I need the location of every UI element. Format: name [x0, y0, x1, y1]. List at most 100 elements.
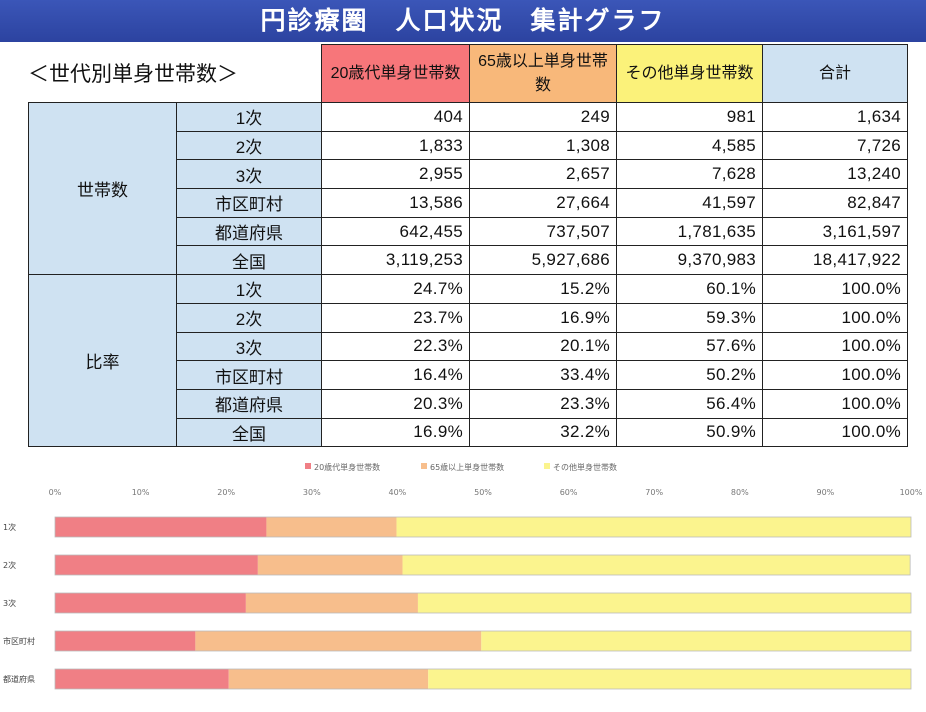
table-cell: 56.4%	[616, 388, 763, 419]
table-cell: 57.6%	[616, 331, 763, 362]
category-label: 市区町村	[3, 636, 35, 646]
legend-swatch	[544, 463, 550, 469]
table-cell: 16.4%	[321, 360, 470, 390]
legend-swatch	[421, 463, 427, 469]
bar-segment	[55, 555, 258, 575]
table-cell: 100.0%	[762, 302, 908, 333]
table-cell: 27,664	[469, 188, 617, 218]
bar-outline	[54, 554, 911, 576]
table-cell: 50.2%	[616, 360, 763, 390]
row-label: 2次	[176, 130, 322, 161]
table-cell: 22.3%	[321, 331, 470, 362]
row-label: 市区町村	[176, 360, 322, 390]
table-cell: 16.9%	[321, 417, 470, 448]
legend-swatch	[305, 463, 311, 469]
table-cell: 1,634	[762, 102, 908, 132]
legend-label: 20歳代単身世帯数	[314, 462, 380, 472]
table-cell: 20.3%	[321, 388, 470, 419]
x-tick-label: 0%	[49, 488, 62, 497]
x-tick-label: 70%	[645, 488, 663, 497]
bar-segment	[396, 517, 911, 537]
table-cell: 981	[616, 102, 763, 132]
bar-segment	[266, 517, 397, 537]
table-cell: 3,119,253	[321, 245, 470, 276]
bar-segment	[195, 631, 482, 651]
table-cell: 24.7%	[321, 274, 470, 304]
bar-segment	[428, 669, 911, 689]
table-cell: 33.4%	[469, 360, 617, 390]
x-tick-label: 60%	[560, 488, 578, 497]
table-cell: 13,586	[321, 188, 470, 218]
table-cell: 4,585	[616, 130, 763, 161]
table-cell: 7,726	[762, 130, 908, 161]
legend-label: 65歳以上単身世帯数	[430, 462, 504, 472]
bar-segment	[417, 593, 911, 613]
table-cell: 32.2%	[469, 417, 617, 448]
table-cell: 13,240	[762, 159, 908, 190]
table-cell: 1,781,635	[616, 216, 763, 247]
bar-outline	[54, 516, 912, 538]
category-label: 2次	[3, 560, 16, 570]
bar-segment	[257, 555, 403, 575]
table-cell: 249	[469, 102, 617, 132]
table-cell: 16.9%	[469, 302, 617, 333]
x-tick-label: 50%	[474, 488, 492, 497]
x-tick-label: 20%	[217, 488, 235, 497]
group-label: 世帯数	[28, 101, 177, 276]
table-cell: 9,370,983	[616, 245, 763, 276]
table-cell: 1,308	[469, 130, 617, 161]
table-row: 全国 16.9% 32.2% 50.9% 100.0%	[29, 417, 908, 448]
bar-outline	[54, 592, 912, 614]
row-label: 都道府県	[176, 216, 322, 247]
bar-segment	[55, 631, 196, 651]
table-cell: 18,417,922	[762, 245, 908, 276]
legend-label: その他単身世帯数	[553, 462, 617, 472]
table-cell: 50.9%	[616, 417, 763, 448]
ratio-chart: 20歳代単身世帯数 65歳以上単身世帯数 その他単身世帯数 0% 10% 20% 30% 40…	[0, 452, 926, 712]
bar-segment	[481, 631, 911, 651]
table-cell: 82,847	[762, 188, 908, 218]
table-cell: 642,455	[321, 216, 470, 247]
table-cell: 737,507	[469, 216, 617, 247]
x-tick-label: 100%	[900, 488, 923, 497]
table-row: 都道府県 642,455 737,507 1,781,635 3,161,597	[29, 216, 908, 247]
bar-segment	[55, 669, 229, 689]
table-cell: 60.1%	[616, 274, 763, 304]
table-row: 2次 1,833 1,308 4,585 7,726	[29, 130, 908, 161]
bar-outline	[54, 630, 912, 652]
table-cell: 20.1%	[469, 331, 617, 362]
row-label: 都道府県	[176, 388, 322, 419]
table-cell: 100.0%	[762, 417, 908, 448]
x-tick-label: 40%	[389, 488, 407, 497]
x-tick-label: 30%	[303, 488, 321, 497]
table-cell: 404	[321, 102, 470, 132]
bar-segment	[228, 669, 429, 689]
table-row: 比率 1次 24.7% 15.2% 60.1% 100.0%	[28, 274, 908, 448]
header-row: 20歳代単身世帯数 65歳以上単身世帯数 その他単身世帯数 合計	[29, 44, 908, 103]
bar-segment	[55, 593, 246, 613]
row-label: 全国	[176, 245, 322, 276]
row-label: 2次	[176, 302, 322, 333]
table-cell: 5,927,686	[469, 245, 617, 276]
table-cell: 1,833	[321, 130, 470, 161]
header-other: その他単身世帯数	[616, 44, 763, 103]
table-cell: 7,628	[616, 159, 763, 190]
table-cell: 59.3%	[616, 302, 763, 333]
row-label: 1次	[176, 102, 322, 132]
table-cell: 2,657	[469, 159, 617, 190]
header-65plus: 65歳以上単身世帯数	[469, 44, 617, 103]
table-cell: 15.2%	[469, 274, 617, 304]
x-tick-label: 90%	[817, 488, 835, 497]
table-cell: 100.0%	[762, 274, 908, 304]
row-label: 3次	[176, 331, 322, 362]
bar-segment	[402, 555, 911, 575]
household-table: 20歳代単身世帯数 65歳以上単身世帯数 その他単身世帯数 合計 世帯数 1次 404 249…	[28, 44, 908, 448]
category-label: 3次	[3, 598, 16, 608]
table-cell: 23.7%	[321, 302, 470, 333]
bar-segment	[245, 593, 418, 613]
x-tick-label: 10%	[132, 488, 150, 497]
category-label: 都道府県	[3, 674, 35, 684]
row-label: 1次	[176, 274, 322, 304]
table-cell: 2,955	[321, 159, 470, 190]
bar-outline	[54, 668, 912, 690]
